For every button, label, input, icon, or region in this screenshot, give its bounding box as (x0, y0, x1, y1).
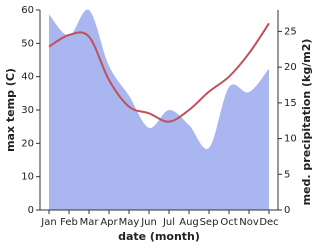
x-tick-label: Feb (60, 217, 78, 228)
x-tick-label: Mar (80, 217, 100, 228)
plot (48, 9, 270, 210)
y-tick-label: 40 (21, 72, 34, 83)
x-tick-label: Apr (100, 217, 118, 228)
y-tick-label: 60 (21, 5, 34, 16)
x-tick-label: Dec (259, 217, 278, 228)
x-tick-label: Nov (239, 217, 259, 228)
x-tick-label: Aug (179, 217, 199, 228)
x-tick-label: Jan (40, 217, 56, 228)
y-tick-label: 30 (21, 105, 34, 116)
y2-tick-label: 0 (284, 205, 290, 216)
x-tick-label: Jun (140, 217, 157, 228)
x-tick-label: Sep (200, 217, 219, 228)
x-tick-label: Oct (220, 217, 237, 228)
y2-tick-label: 20 (284, 62, 297, 73)
y-tick-label: 0 (28, 205, 34, 216)
y-axis-label: max temp (C) (4, 68, 17, 152)
y-tick-label: 20 (21, 138, 34, 149)
y-tick-label: 50 (21, 38, 34, 49)
x-tick-label: May (119, 217, 140, 228)
temperature-line (48, 22, 270, 123)
x-tick-label: Jul (162, 217, 175, 228)
precipitation-area (49, 9, 269, 210)
y-tick-label: 10 (21, 172, 34, 183)
y2-tick-label: 25 (284, 26, 297, 37)
y2-tick-label: 5 (284, 169, 290, 180)
y2-tick-label: 10 (284, 134, 297, 145)
y2-axis-label: med. precipitation (kg/m2) (300, 39, 313, 206)
chart: date (month) max temp (C) med. precipita… (4, 5, 313, 243)
x-axis-label: date (month) (118, 230, 200, 243)
y2-tick-label: 15 (284, 98, 297, 109)
